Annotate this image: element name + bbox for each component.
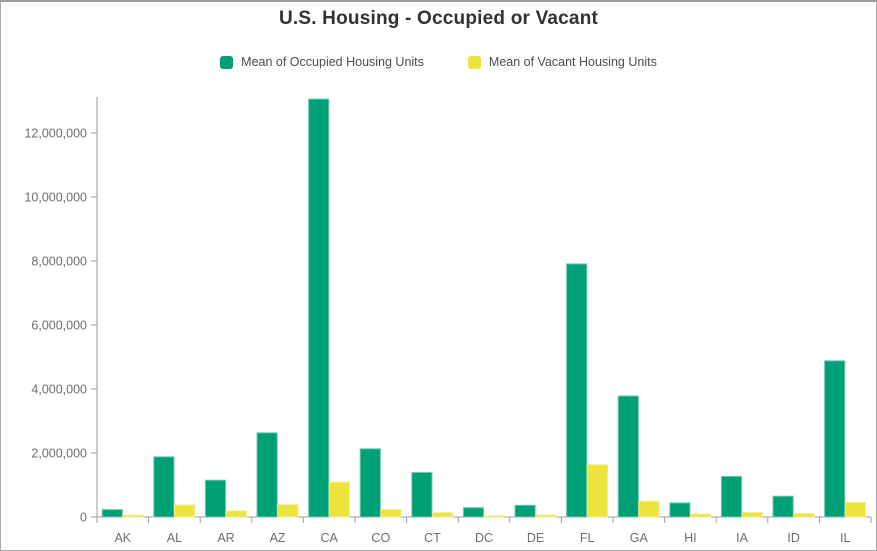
y-tick-label: 4,000,000	[31, 383, 87, 397]
bar-id-vacant[interactable]	[793, 513, 815, 518]
legend-swatch-occupied	[220, 55, 234, 69]
legend-label: Mean of Occupied Housing Units	[241, 55, 424, 69]
bar-co-vacant[interactable]	[380, 509, 402, 518]
x-category-label: AR	[217, 531, 234, 545]
bar-de-vacant[interactable]	[535, 514, 557, 518]
bar-ak-occupied[interactable]	[101, 509, 123, 518]
y-tick-label: 8,000,000	[31, 255, 87, 269]
bar-ct-vacant[interactable]	[432, 512, 454, 518]
x-category-label: HI	[684, 531, 697, 545]
y-tick-label: 10,000,000	[24, 191, 87, 205]
bar-ca-occupied[interactable]	[308, 98, 330, 518]
x-category-label: DE	[527, 531, 544, 545]
bar-ca-vacant[interactable]	[328, 481, 350, 518]
x-category-label: AK	[114, 531, 131, 545]
bar-ia-vacant[interactable]	[741, 512, 763, 518]
bar-ct-occupied[interactable]	[411, 472, 433, 518]
x-category-label: IA	[736, 531, 748, 545]
legend-item-occupied[interactable]: Mean of Occupied Housing Units	[220, 55, 424, 69]
x-category-label: GA	[630, 531, 649, 545]
chart-title: U.S. Housing - Occupied or Vacant	[278, 8, 599, 29]
y-tick-label: 0	[80, 511, 87, 525]
bar-hi-vacant[interactable]	[690, 513, 712, 518]
x-category-label: CO	[371, 531, 390, 545]
bar-fl-vacant[interactable]	[586, 464, 608, 518]
x-category-label: ID	[787, 531, 800, 545]
bar-dc-vacant[interactable]	[483, 515, 505, 518]
bar-az-occupied[interactable]	[256, 432, 278, 518]
legend: Mean of Occupied Housing Units Mean of Va…	[1, 55, 876, 69]
legend-label: Mean of Vacant Housing Units	[488, 55, 657, 69]
bar-hi-occupied[interactable]	[669, 502, 691, 518]
x-category-label: AZ	[270, 531, 286, 545]
legend-item-vacant[interactable]: Mean of Vacant Housing Units	[467, 55, 657, 69]
bar-ga-vacant[interactable]	[638, 500, 660, 518]
bar-fl-occupied[interactable]	[566, 263, 588, 518]
x-category-label: IL	[840, 531, 850, 545]
bar-il-vacant[interactable]	[844, 501, 866, 518]
bar-ar-vacant[interactable]	[225, 510, 247, 518]
bar-ar-occupied[interactable]	[204, 479, 227, 518]
bar-al-occupied[interactable]	[153, 456, 175, 518]
bar-il-occupied[interactable]	[824, 360, 846, 518]
bar-az-vacant[interactable]	[277, 504, 299, 518]
legend-swatch-vacant	[467, 55, 481, 69]
x-category-label: AL	[167, 531, 182, 545]
y-tick-label: 2,000,000	[31, 447, 87, 461]
bar-dc-occupied[interactable]	[462, 507, 485, 518]
bar-id-occupied[interactable]	[772, 495, 794, 518]
x-category-label: CT	[424, 531, 441, 545]
x-category-label: DC	[475, 531, 493, 545]
bar-co-occupied[interactable]	[359, 448, 381, 518]
x-category-label: FL	[580, 531, 595, 545]
bar-ak-vacant[interactable]	[122, 514, 144, 518]
bar-de-occupied[interactable]	[514, 504, 536, 518]
bar-ga-occupied[interactable]	[617, 395, 639, 518]
y-tick-label: 12,000,000	[24, 127, 87, 141]
bar-al-vacant[interactable]	[174, 504, 196, 518]
y-tick-label: 6,000,000	[31, 319, 87, 333]
x-category-label: CA	[321, 531, 339, 545]
bar-ia-occupied[interactable]	[720, 475, 743, 518]
